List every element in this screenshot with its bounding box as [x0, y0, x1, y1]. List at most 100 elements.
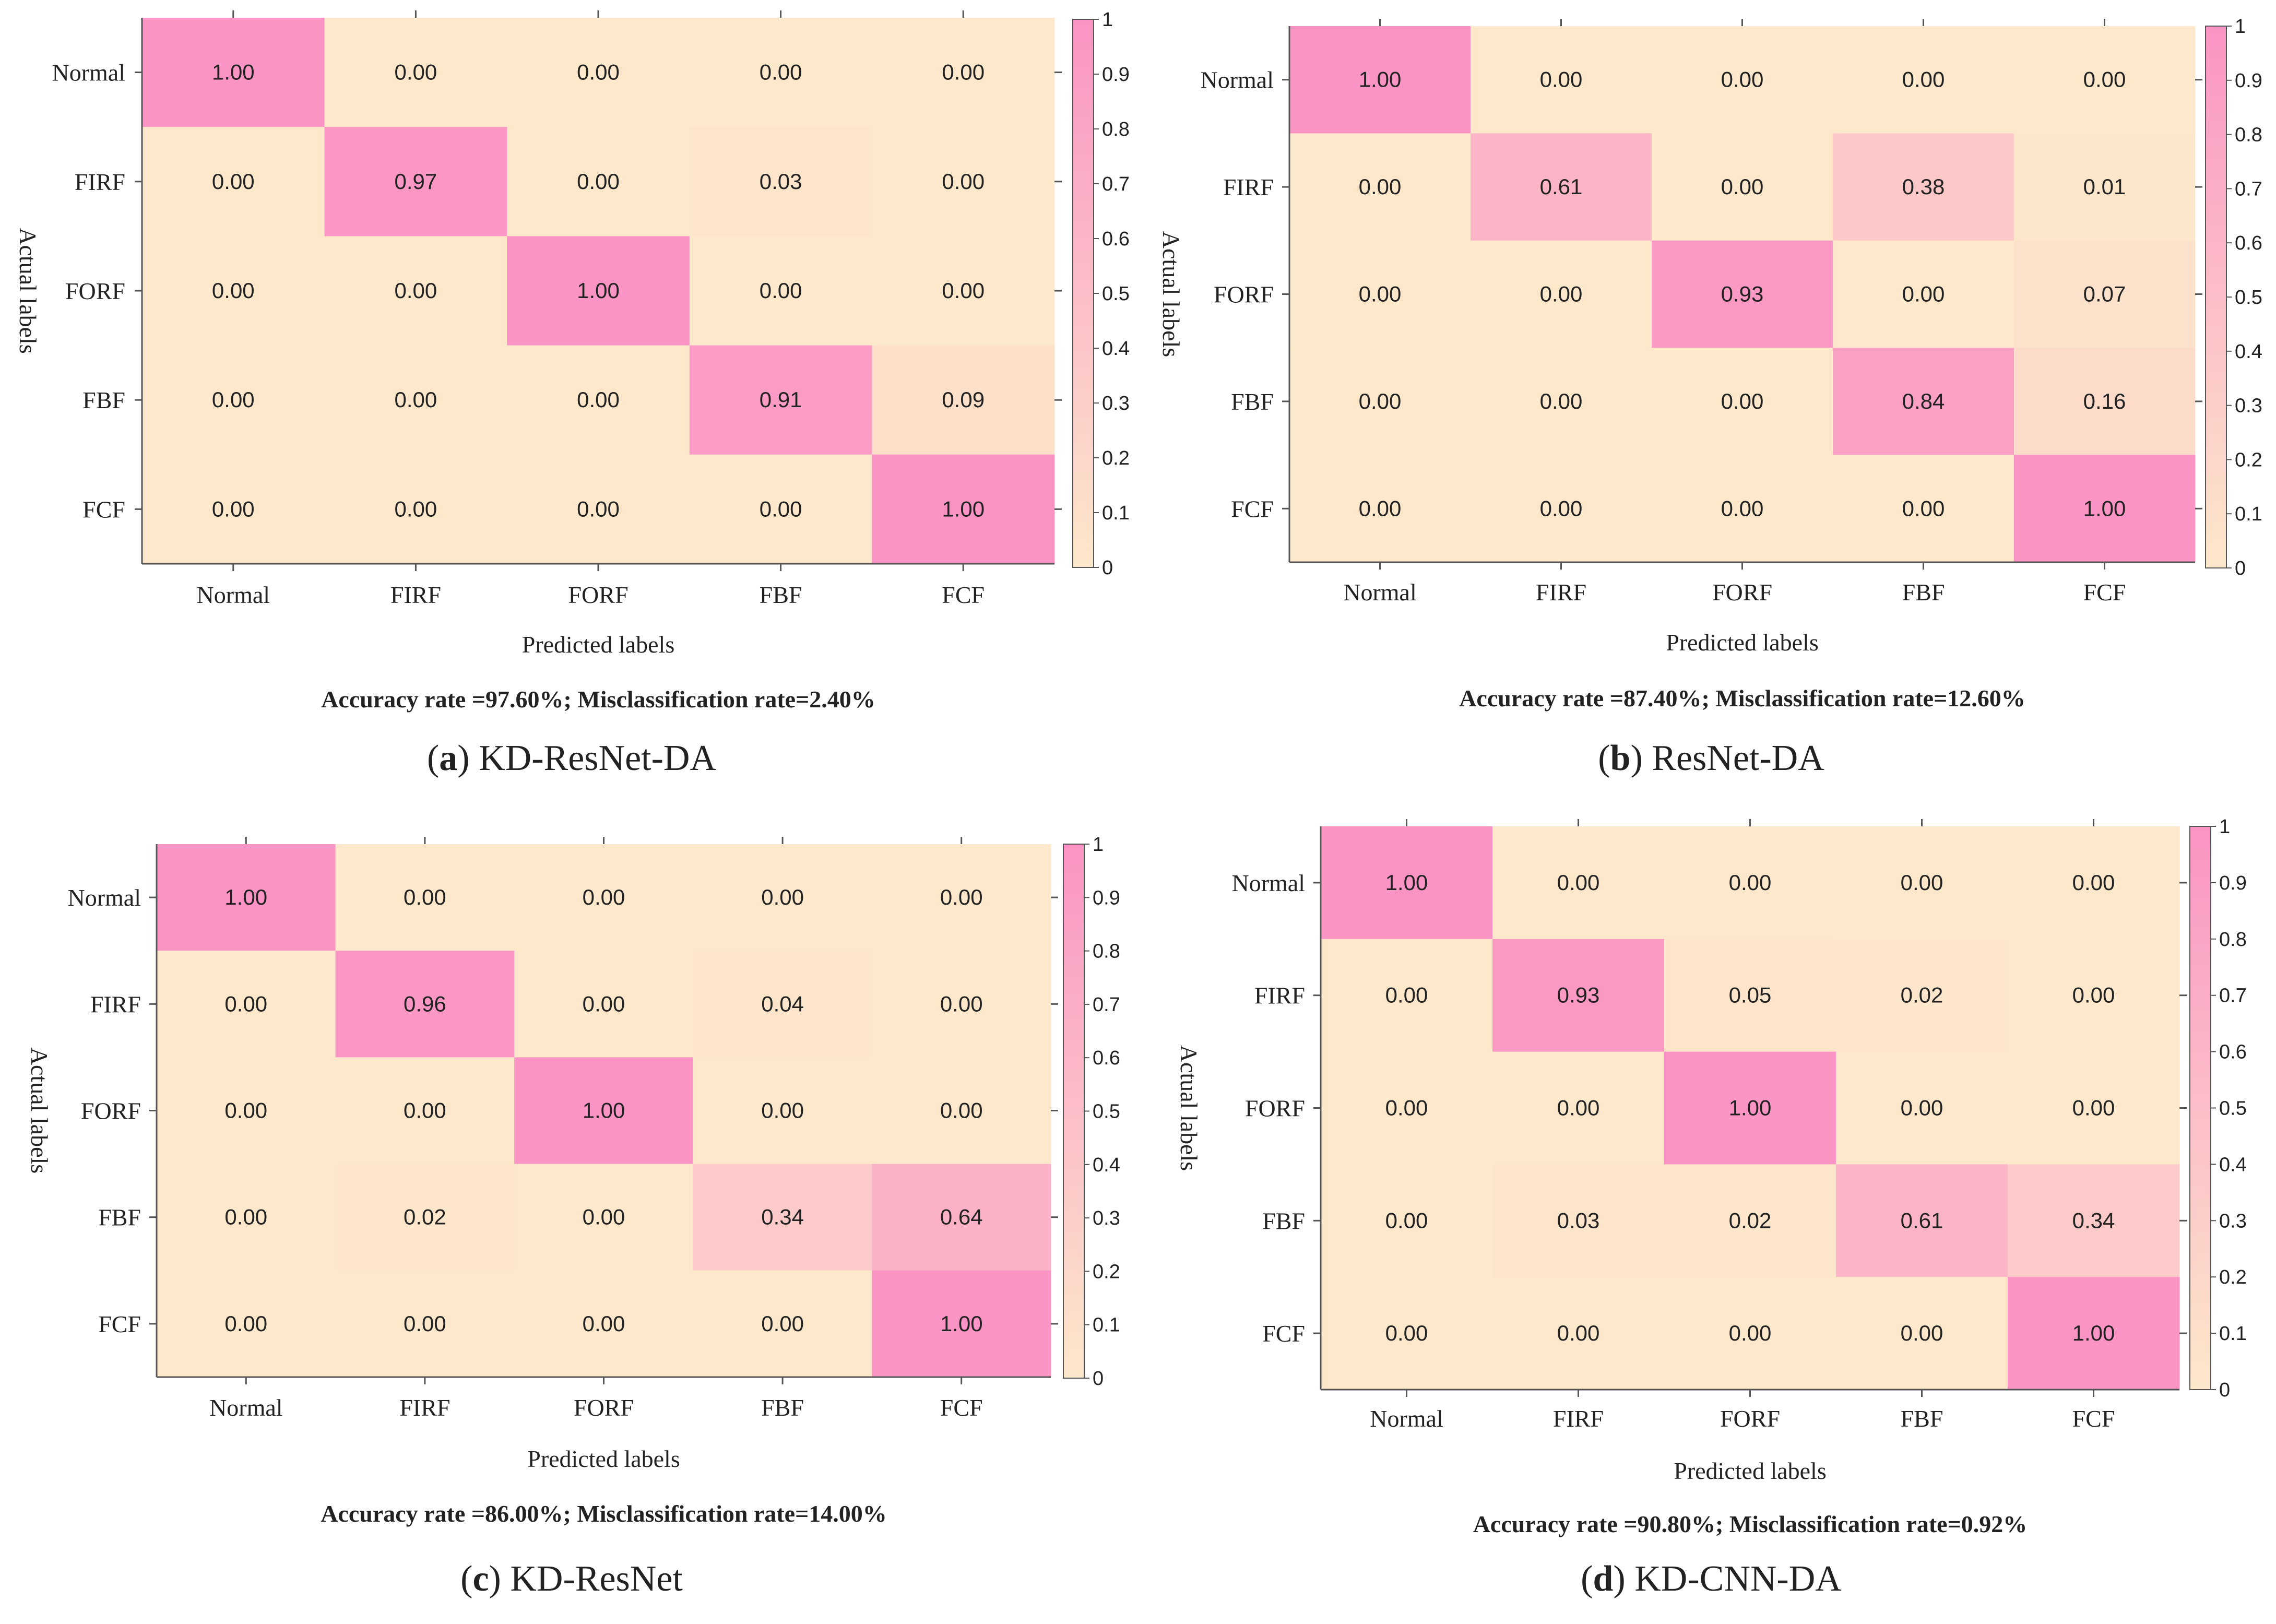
y-tick-label: Normal: [52, 60, 125, 86]
y-tick-label: FCF: [98, 1311, 141, 1337]
confusion-matrix-panel-b: 1.00 0.00 0.00 0.00 0.000.00 0.61 0.00 0.38 0.01…: [1158, 16, 2262, 778]
cell-value-label: 0.00: [942, 60, 985, 85]
colorbar-tick-label: 1: [2219, 816, 2230, 838]
cell-value-label: 0.00: [1385, 983, 1428, 1007]
x-tick-label: FORF: [1712, 579, 1772, 606]
cell-value-label: 0.00: [761, 1311, 804, 1336]
cell-value-label: 0.00: [942, 278, 985, 303]
cell-value-label: 0.00: [1359, 496, 1402, 520]
caption-open-paren: (: [1581, 1559, 1593, 1599]
x-tick-label: FORF: [568, 582, 628, 608]
cell-value-label: 0.00: [212, 496, 255, 521]
cell-value-label: 0.00: [1901, 870, 1943, 895]
accuracy-summary: Accuracy rate =97.60%; Misclassification…: [321, 686, 875, 713]
colorbar-tick-label: 0.4: [2235, 341, 2262, 363]
colorbar-tick-label: 0.3: [1102, 393, 1130, 414]
heatmap-cell: [689, 345, 872, 455]
colorbar-tick-label: 0.2: [1093, 1261, 1120, 1283]
confusion-matrix-panel-a: 1.00 0.00 0.00 0.00 0.00 0.00 0.97 0.00 0.03 0.00…: [15, 9, 1130, 778]
cell-value-label: 0.00: [1557, 870, 1600, 895]
heatmap-cell: [1836, 826, 2008, 940]
caption-name: KD-ResNet: [510, 1559, 683, 1599]
cell-value-label: 0.00: [1540, 389, 1583, 413]
cell-value-label: 0.01: [2083, 174, 2126, 199]
cell-value-label: 0.00: [1557, 1321, 1600, 1345]
heatmap-cell: [2008, 1277, 2180, 1390]
heatmap-cell: [872, 236, 1055, 346]
accuracy-summary: Accuracy rate =90.80%; Misclassification…: [1473, 1511, 2028, 1537]
cell-value-label: 0.00: [2072, 870, 2115, 895]
cell-value-label: 0.00: [1721, 67, 1764, 92]
heatmap-cell: [1492, 1277, 1665, 1390]
colorbar: [2189, 826, 2211, 1390]
heatmap-cell: [1833, 455, 2014, 563]
heatmap-cell: [507, 345, 690, 455]
cell-value-label: 0.00: [583, 991, 625, 1016]
heatmap-cell: [324, 127, 507, 236]
heatmap-cell: [335, 951, 515, 1058]
cell-value-label: 0.00: [404, 885, 446, 909]
x-tick-label: FCF: [2072, 1405, 2115, 1432]
accuracy-summary: Accuracy rate =87.40%; Misclassification…: [1459, 685, 2025, 712]
cell-value-label: 0.00: [1902, 496, 1945, 520]
caption-open-paren: (: [1598, 738, 1610, 778]
heatmap-cell: [872, 454, 1055, 564]
colorbar-tick-label: 0.3: [1093, 1207, 1120, 1229]
accuracy-summary: Accuracy rate =86.00%; Misclassification…: [321, 1500, 887, 1527]
x-tick-label: Normal: [1343, 579, 1417, 606]
cell-value-label: 1.00: [1359, 67, 1402, 92]
y-tick-label: FIRF: [1254, 982, 1305, 1009]
colorbar-tick-label: 1: [1102, 9, 1113, 31]
colorbar-tick-label: 0.1: [1093, 1314, 1120, 1336]
colorbar-tick-label: 0.4: [2219, 1154, 2247, 1176]
heatmap-cell: [1836, 939, 2008, 1052]
heatmap-cell: [872, 951, 1051, 1058]
heatmap-cell: [1652, 348, 1833, 456]
heatmap-cell: [693, 951, 872, 1058]
heatmap-cell: [1652, 240, 1833, 348]
y-tick-label: Normal: [67, 884, 141, 911]
heatmap-cell: [1492, 939, 1665, 1052]
colorbar-tick-label: 0.9: [1102, 64, 1130, 86]
x-tick-label: FORF: [1720, 1405, 1780, 1432]
y-tick-label: Normal: [1231, 870, 1305, 896]
colorbar-tick-label: 0: [1102, 557, 1113, 579]
colorbar-tick-label: 0.5: [2219, 1098, 2247, 1120]
x-tick-label: FIRF: [1553, 1405, 1604, 1432]
x-tick-label: FIRF: [390, 582, 441, 608]
heatmap-cell: [1833, 348, 2014, 456]
y-tick-label: Normal: [1200, 67, 1274, 93]
heatmap-cell: [1321, 1051, 1493, 1165]
cell-value-label: 0.00: [1721, 174, 1764, 199]
heatmap-cell: [514, 1270, 694, 1378]
cell-value-label: 0.04: [761, 991, 804, 1016]
colorbar-tick-label: 0.1: [2235, 503, 2262, 525]
cell-value-label: 0.61: [1540, 174, 1583, 199]
heatmap-cell: [1836, 1164, 2008, 1277]
colorbar-tick-label: 0.6: [1102, 228, 1130, 250]
y-tick-label: FBF: [98, 1204, 141, 1231]
colorbar: [2205, 26, 2227, 568]
heatmap-cell: [689, 127, 872, 236]
heatmap-cell: [157, 844, 336, 951]
cell-value-label: 1.00: [942, 496, 985, 521]
caption-letter: c: [472, 1559, 489, 1599]
cell-value-label: 0.91: [760, 387, 802, 412]
x-axis-title: Predicted labels: [527, 1445, 680, 1472]
heatmap-cell: [142, 236, 325, 346]
cell-value-label: 0.00: [1721, 389, 1764, 413]
heatmap-cell: [324, 236, 507, 346]
heatmap-cell: [2014, 133, 2196, 241]
x-tick-label: FORF: [574, 1394, 634, 1421]
heatmap-cell: [1321, 1164, 1493, 1277]
cell-value-label: 0.02: [404, 1205, 446, 1229]
cell-value-label: 0.00: [583, 885, 625, 909]
colorbar-tick-label: 1: [2235, 16, 2246, 38]
cell-value-label: 1.00: [224, 885, 267, 909]
heatmap-cell: [2008, 939, 2180, 1052]
x-tick-label: FBF: [1901, 1405, 1943, 1432]
cell-value-label: 0.00: [577, 496, 620, 521]
heatmap-cell: [1833, 133, 2014, 241]
y-tick-label: FCF: [1262, 1320, 1305, 1347]
cell-value-label: 1.00: [577, 278, 620, 303]
